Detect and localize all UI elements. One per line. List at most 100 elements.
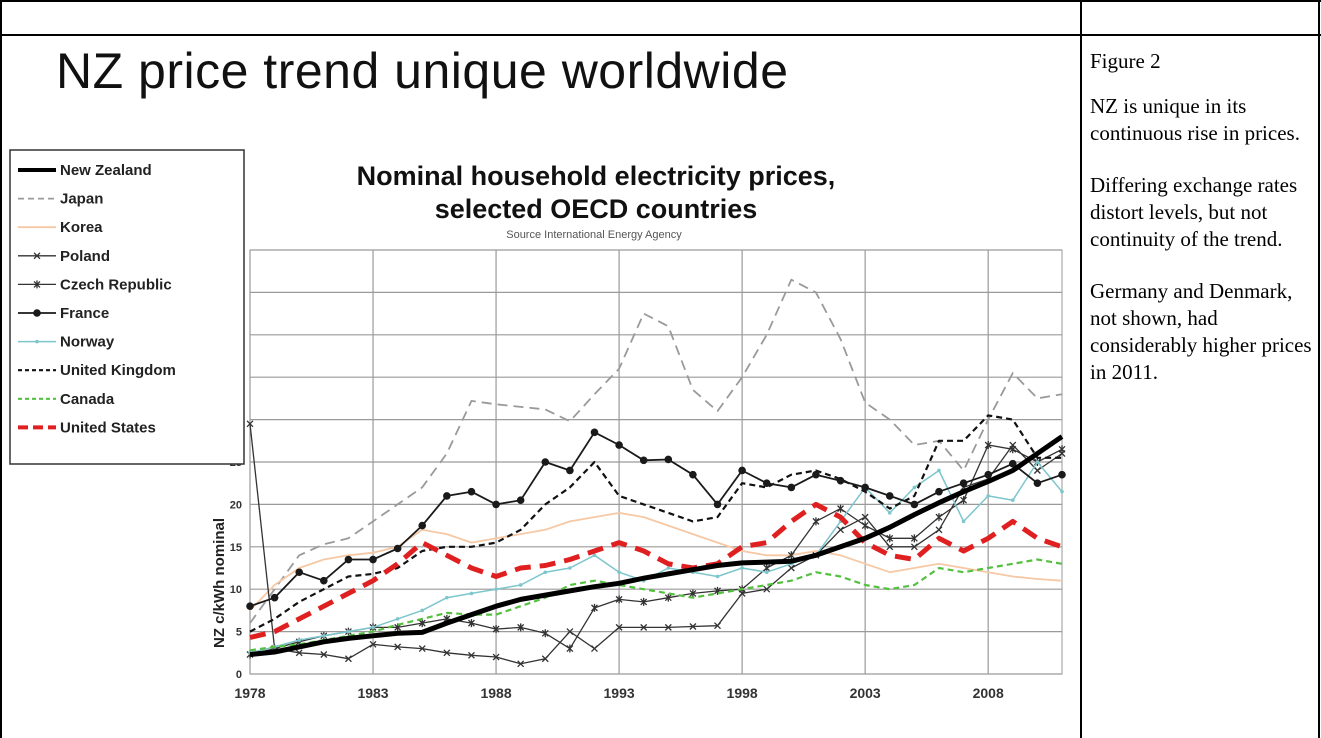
legend-item-czech-republic: Czech Republic — [18, 276, 172, 293]
legend-label: Poland — [60, 248, 110, 265]
chart-series — [246, 278, 1066, 668]
legend-label: United States — [60, 419, 156, 436]
series-line-japan — [249, 278, 1063, 624]
data-point-france — [689, 470, 697, 479]
data-point-poland — [1033, 467, 1041, 474]
data-point-norway — [764, 570, 769, 575]
data-point-norway — [912, 485, 917, 490]
data-point-poland — [664, 623, 672, 631]
data-point-czech-republic — [787, 551, 795, 560]
data-point-france — [295, 568, 304, 577]
data-point-norway — [297, 638, 302, 642]
legend-label: France — [60, 305, 109, 322]
data-point-france — [1008, 459, 1017, 468]
series-line-poland — [249, 423, 1063, 665]
data-point-norway — [518, 583, 523, 587]
series-new-zealand — [249, 434, 1064, 657]
data-point-poland — [541, 655, 549, 663]
data-point-norway — [445, 595, 449, 600]
data-point-france — [246, 602, 254, 610]
data-point-norway — [1010, 498, 1015, 502]
data-point-norway — [346, 629, 351, 634]
data-point-poland — [689, 623, 697, 630]
legend-label: New Zealand — [60, 162, 152, 179]
data-point-poland — [837, 526, 845, 534]
data-point-france — [639, 456, 648, 465]
data-point-norway — [420, 608, 425, 613]
legend-item-canada: Canada — [18, 391, 115, 408]
data-point-norway — [469, 591, 474, 596]
data-point-poland — [246, 420, 254, 428]
data-point-poland — [738, 589, 746, 597]
data-point-france — [443, 492, 451, 500]
data-point-france — [270, 593, 279, 602]
data-point-france — [713, 500, 722, 509]
data-point-france — [566, 466, 574, 475]
legend-item-korea: Korea — [18, 219, 103, 236]
data-point-poland — [640, 623, 648, 631]
data-point-poland — [935, 526, 943, 534]
data-point-france — [984, 470, 992, 479]
data-point-norway — [666, 566, 671, 570]
data-point-poland — [714, 622, 721, 630]
chart-subtitle: Source International Energy Agency — [506, 229, 682, 241]
legend-label: United Kingdom — [60, 362, 176, 379]
y-tick-label: 15 — [230, 542, 242, 554]
data-point-france — [935, 487, 943, 496]
data-point-france — [393, 544, 402, 553]
data-point-poland — [566, 628, 574, 636]
data-point-norway — [568, 566, 572, 570]
data-point-poland — [344, 655, 352, 663]
data-point-poland — [1009, 441, 1017, 449]
data-point-france — [418, 521, 427, 530]
data-point-norway — [961, 519, 966, 524]
data-point-poland — [1058, 450, 1066, 457]
legend-label: Canada — [60, 391, 115, 408]
data-point-czech-republic — [492, 625, 500, 634]
legend-item-poland: Poland — [18, 248, 110, 265]
x-tick-label: 1998 — [727, 685, 758, 701]
x-tick-label: 2003 — [850, 685, 881, 701]
data-point-czech-republic — [984, 441, 992, 450]
data-point-france — [1033, 479, 1042, 488]
data-point-france — [762, 479, 771, 488]
table-border-top — [0, 0, 1321, 2]
x-tick-label: 1983 — [357, 685, 388, 701]
y-tick-label: 5 — [236, 627, 242, 639]
chart-title-line-2: selected OECD countries — [435, 194, 758, 224]
legend-marker — [35, 339, 39, 344]
table-border-middle — [1080, 0, 1082, 738]
legend-item-united-states: United States — [18, 419, 156, 436]
data-point-poland — [418, 645, 426, 653]
series-line-new-zealand — [249, 434, 1064, 657]
data-point-poland — [517, 660, 525, 668]
data-point-poland — [615, 623, 623, 631]
data-point-france — [344, 555, 353, 564]
data-point-france — [836, 476, 845, 485]
series-line-korea — [249, 511, 1063, 612]
data-point-france — [1058, 470, 1066, 479]
price-chart: 0510152025303540455019781983198819931998… — [9, 149, 1066, 701]
data-point-poland — [763, 585, 771, 593]
series-japan — [249, 278, 1063, 624]
data-point-france — [615, 441, 623, 449]
table-border-right — [1318, 0, 1320, 738]
data-point-poland — [320, 651, 328, 658]
legend-item-norway: Norway — [18, 334, 115, 351]
data-point-czech-republic — [591, 603, 598, 612]
x-tick-label: 1978 — [234, 685, 265, 701]
data-point-poland — [787, 564, 795, 572]
x-tick-label: 2008 — [973, 685, 1004, 701]
data-point-france — [664, 455, 673, 464]
data-point-czech-republic — [541, 629, 549, 638]
data-point-czech-republic — [812, 517, 820, 526]
data-point-czech-republic — [910, 534, 918, 543]
data-point-france — [812, 470, 820, 479]
data-point-france — [492, 500, 500, 509]
data-point-poland — [861, 513, 869, 521]
data-point-czech-republic — [935, 513, 943, 522]
data-point-czech-republic — [886, 534, 894, 543]
chart-grid — [249, 249, 1063, 675]
legend-box — [9, 149, 245, 465]
